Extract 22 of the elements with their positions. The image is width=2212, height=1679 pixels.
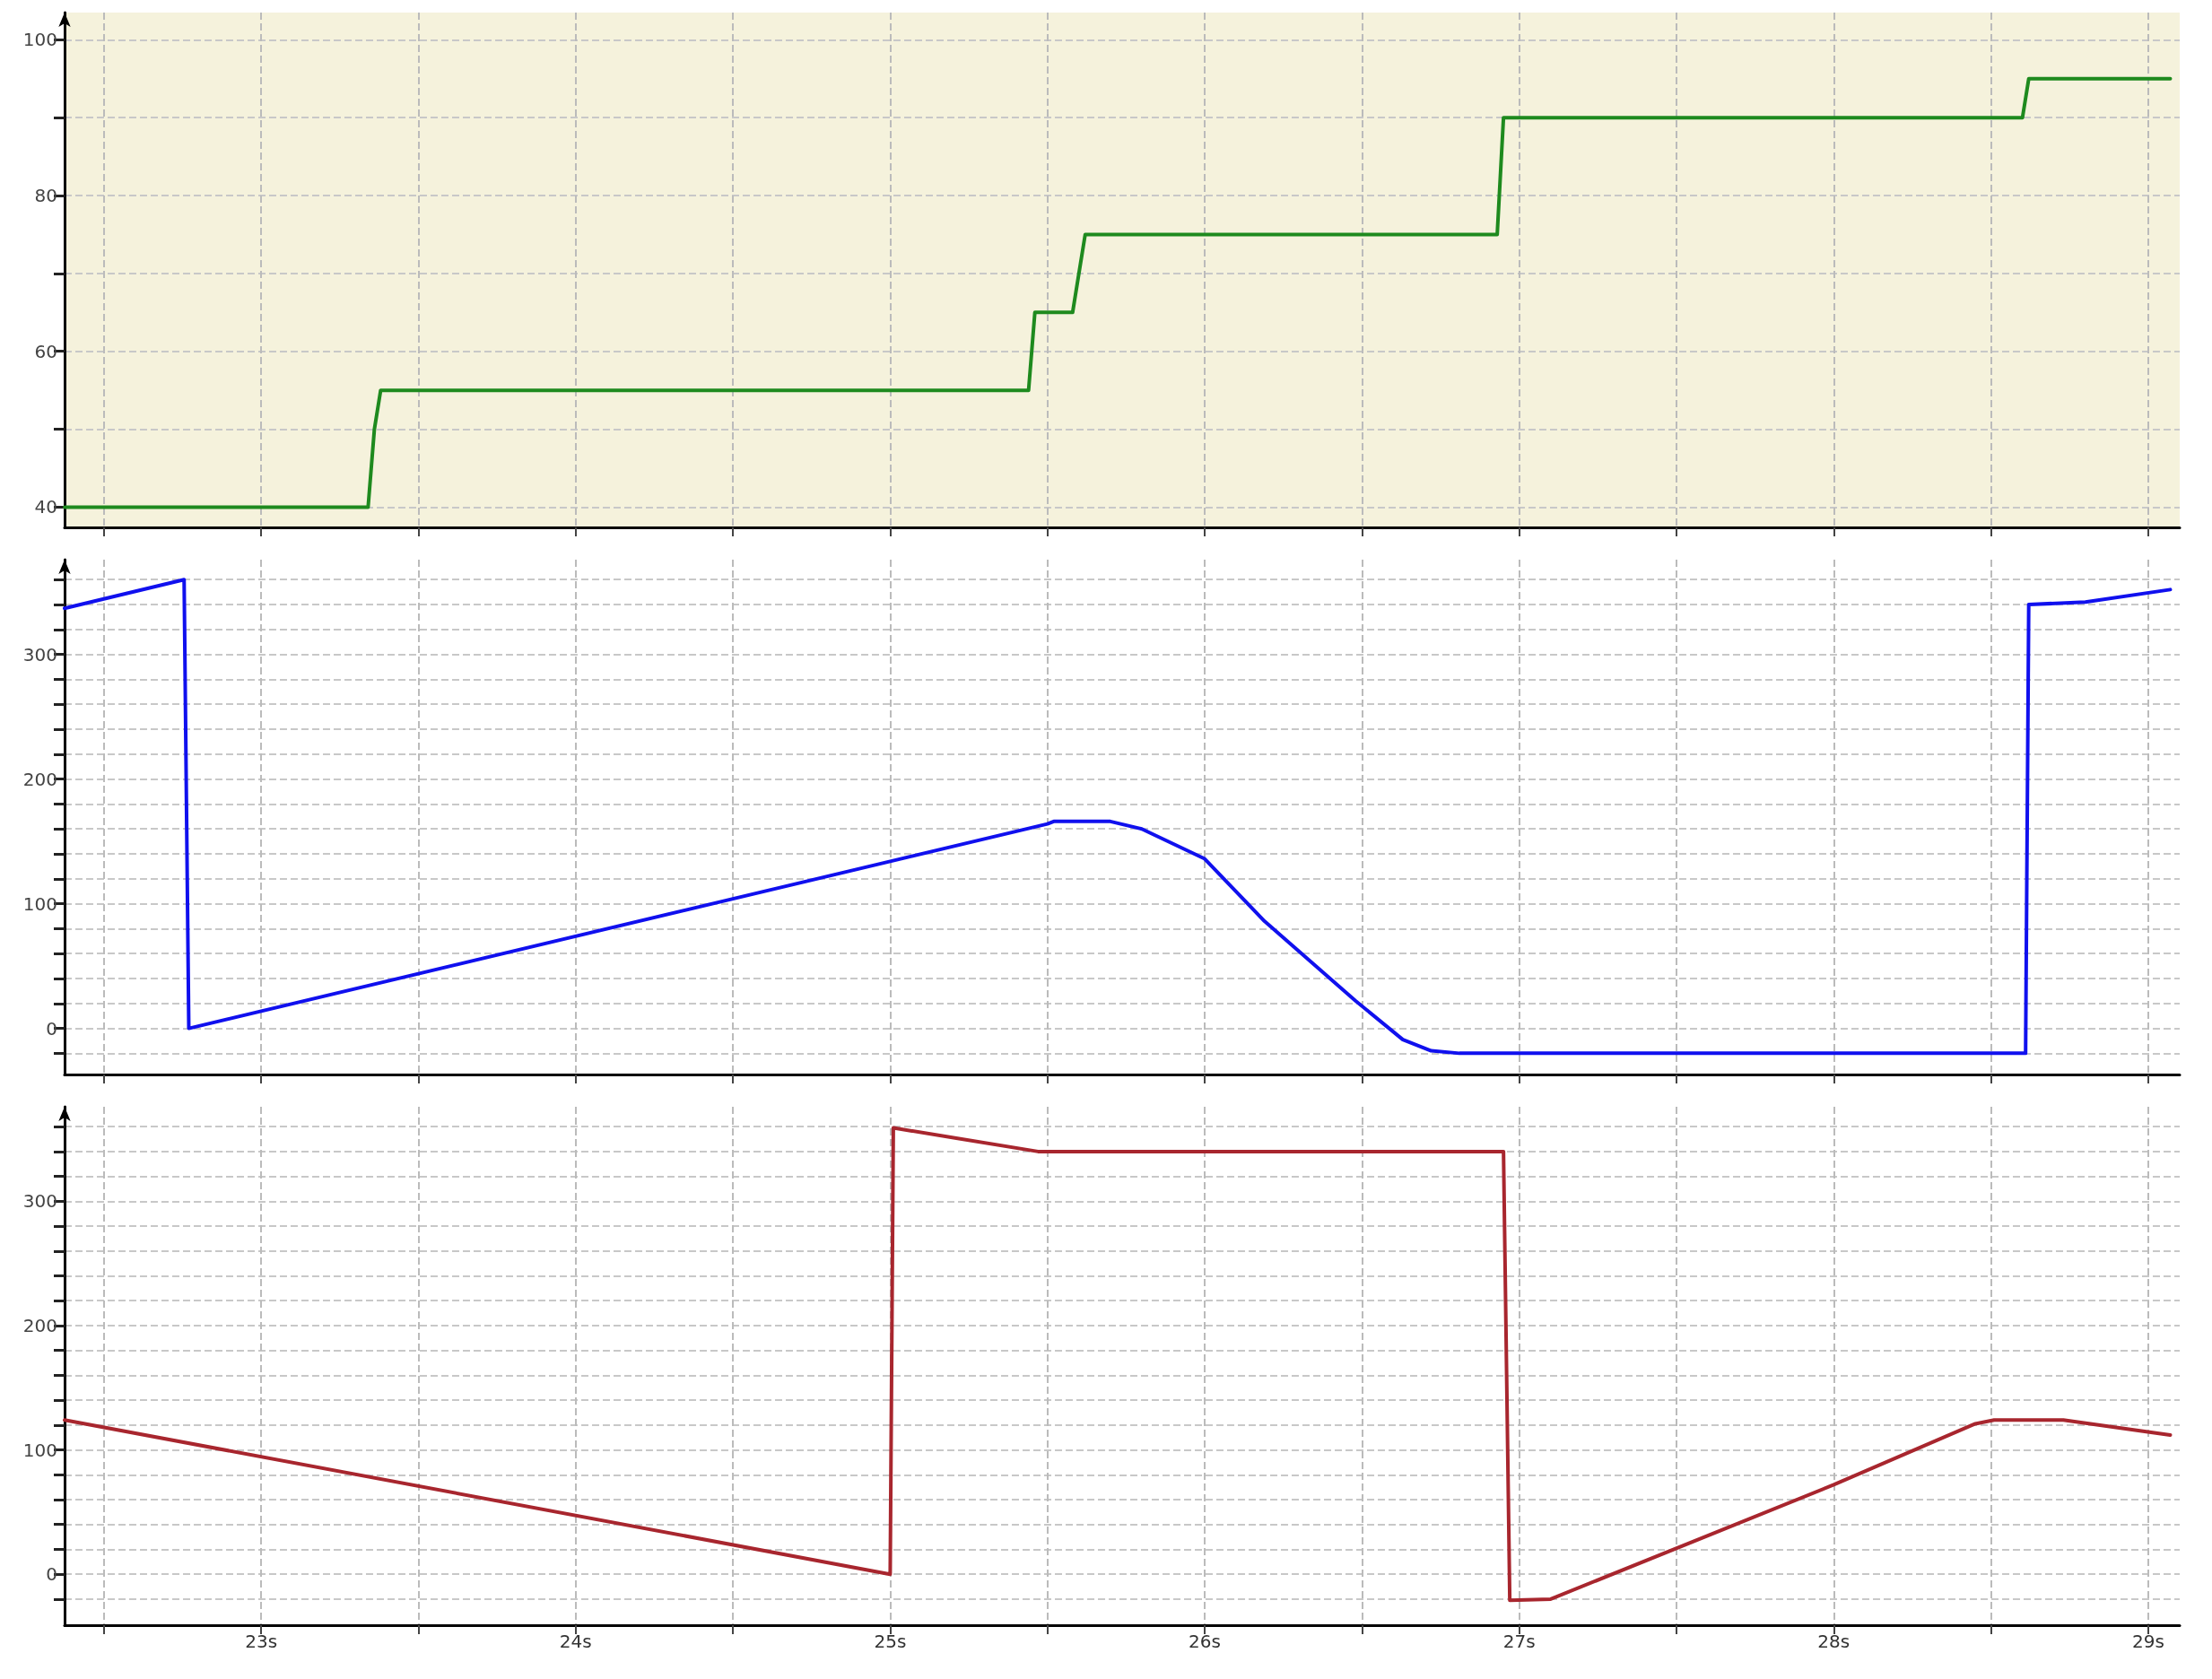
y-tick-label: 100 <box>22 892 57 915</box>
x-tick-label: 27s <box>1502 1631 1536 1652</box>
y-tick-label: 300 <box>22 643 57 666</box>
y-tick-label: 100 <box>22 29 57 51</box>
y-tick-label: 0 <box>46 1563 57 1586</box>
line-series <box>63 578 2173 1056</box>
y-tick-label: 200 <box>22 1314 57 1336</box>
y-tick-label: 60 <box>34 340 57 362</box>
y-tick-label: 100 <box>22 1439 57 1461</box>
line-series <box>63 1126 2173 1603</box>
x-tick-label: 28s <box>1817 1631 1851 1652</box>
x-tick-label: 23s <box>245 1631 278 1652</box>
y-tick-label: 300 <box>22 1190 57 1213</box>
x-tick-label: 25s <box>874 1631 907 1652</box>
y-tick-label: 40 <box>34 496 57 518</box>
x-tick-label: 29s <box>2132 1631 2164 1652</box>
x-tick-label: 26s <box>1189 1631 1221 1652</box>
y-tick-label: 0 <box>46 1017 57 1040</box>
line-series <box>63 76 2173 509</box>
x-tick-label: 24s <box>559 1631 592 1652</box>
y-tick-label: 200 <box>22 768 57 790</box>
y-tick-label: 80 <box>34 185 57 207</box>
